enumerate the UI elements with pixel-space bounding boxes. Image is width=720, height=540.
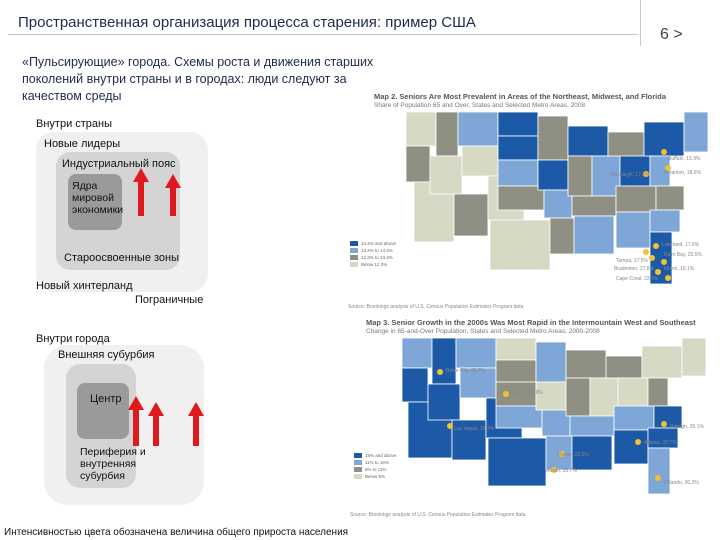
arrow-up-icon: [148, 402, 164, 416]
new-hinterland-label: Новый хинтерланд: [36, 280, 133, 292]
arrow-up-icon: [133, 168, 149, 182]
map2-legend: 15% and above 11% to 15% 5% to 11% Below…: [354, 452, 396, 480]
legend-item: 11% to 15%: [354, 459, 396, 466]
map1-callout: Pittsburgh, 17.2%: [610, 172, 650, 178]
arrow-up-icon: [165, 174, 181, 188]
map2-callout: Denver, 27.0%: [510, 390, 543, 396]
map2-source: Source: Brookings analysis of U.S. Censu…: [350, 512, 526, 518]
map2-title: Map 3. Senior Growth in the 2000s Was Mo…: [366, 318, 696, 327]
legend-item: Below 12.3%: [350, 261, 396, 268]
map1-title: Map 2. Seniors Are Most Prevalent in Are…: [374, 92, 667, 101]
legend-item: 14.4% and above: [350, 240, 396, 247]
arrow-up-icon: [188, 402, 204, 416]
map1-us-shape: [406, 112, 709, 285]
legend-item: 13.4% to 14.4%: [350, 247, 396, 254]
map2-callout: Boise City, 35.7%: [446, 368, 486, 374]
center-label: Центр: [90, 393, 122, 405]
map2-subtitle: Change in 65-and-Over Population, States…: [366, 328, 600, 335]
senior-share-map: Map 2. Seniors Are Most Prevalent in Are…: [346, 90, 718, 312]
legend-item: 15% and above: [354, 452, 396, 459]
map2-callout: Las Vegas, 32.4%: [454, 426, 495, 432]
map1-callout: Bradenton, 27.8%: [614, 266, 655, 272]
map1-callout: Lakeland, 17.6%: [662, 242, 700, 248]
senior-growth-map: Map 3. Senior Growth in the 2000s Was Mo…: [346, 318, 718, 518]
outer-suburbia-label: Внешняя субурбия: [58, 349, 155, 361]
country-heading: Внутри страны: [36, 118, 113, 130]
map1-subtitle: Share of Population 65 and Over, States …: [374, 102, 586, 109]
new-leaders-label: Новые лидеры: [44, 138, 121, 150]
map1-callout: Tampa, 17.5%: [616, 258, 648, 264]
slide-title: Пространственная организация процесса ст…: [18, 14, 476, 31]
country-growth-arrows: [133, 168, 181, 216]
map2-callout: Atlanta, 32.7%: [644, 440, 677, 446]
map1-callout: Palm Bay, 20.5%: [664, 252, 702, 258]
legend-item: Below 5%: [354, 473, 396, 480]
map2-callout: Orlando, 30.2%: [664, 480, 699, 486]
city-heading: Внутри города: [36, 333, 110, 345]
old-settled-label: Староосвоенные зоны: [64, 252, 180, 264]
arrow-up-shaft: [138, 182, 144, 216]
map2-callout: Austin, 35.7%: [546, 468, 577, 474]
center-zone: [77, 383, 129, 439]
legend-item: 5% to 11%: [354, 466, 396, 473]
map1-source: Source: Brookings analysis of U.S. Censu…: [348, 304, 524, 310]
city-growth-arrows: [128, 396, 204, 446]
page-number: 6 >: [660, 26, 683, 43]
legend-item: 12.3% to 13.4%: [350, 254, 396, 261]
industrial-belt-label: Индустриальный пояс: [62, 158, 176, 170]
map2-callout: Dallas, 23.6%: [558, 452, 589, 458]
core-label: Ядра мировой экономики: [72, 180, 124, 216]
title-divider: [8, 34, 638, 35]
arrow-up-shaft: [153, 416, 159, 446]
arrow-up-shaft: [170, 188, 176, 216]
arrow-up-shaft: [193, 416, 199, 446]
map1-callout: Buffalo, 15.9%: [668, 156, 701, 162]
map1-legend: 14.4% and above 13.4% to 14.4% 12.3% to …: [350, 240, 396, 268]
slide-subtitle: «Пульсирующие» города. Схемы роста и дви…: [22, 55, 374, 103]
color-intensity-footnote: Интенсивностью цвета обозначена величина…: [4, 527, 349, 538]
map1-callout: Scranton, 18.6%: [664, 170, 701, 176]
border-label: Пограничные: [135, 294, 204, 306]
map1-callout: Cape Coral, 22.3%: [616, 276, 659, 282]
map2-us-shape: [402, 338, 707, 495]
arrow-up-icon: [128, 396, 144, 410]
map2-callout: Raleigh, 35.1%: [670, 424, 704, 430]
core-zone: [68, 174, 122, 230]
map1-callout: Miami, 16.1%: [664, 266, 695, 272]
periphery-label: Периферия и внутренняя субурбия: [80, 446, 146, 482]
header-divider: [640, 0, 641, 46]
arrow-up-shaft: [133, 410, 139, 446]
